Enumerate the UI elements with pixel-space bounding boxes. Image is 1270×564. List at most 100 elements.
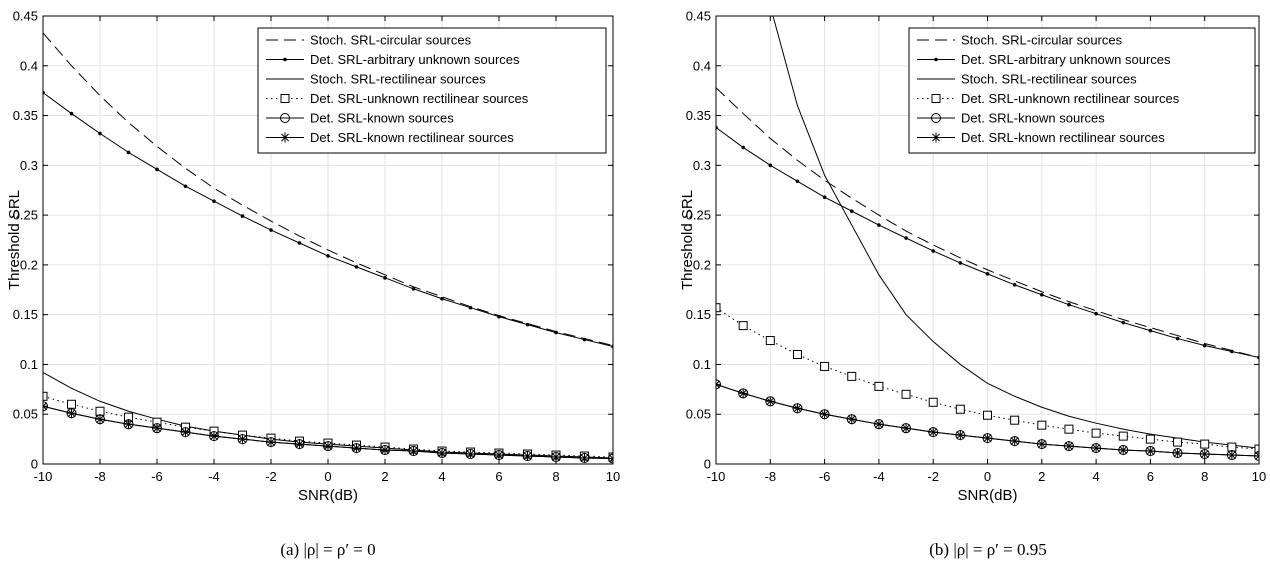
- data-point: [982, 433, 993, 444]
- data-point: [1202, 343, 1207, 348]
- legend-label: Det. SRL-known rectilinear sources: [310, 130, 514, 145]
- data-point: [1063, 441, 1074, 452]
- x-tick-label: 10: [606, 469, 620, 484]
- data-point: [240, 214, 245, 218]
- data-point: [554, 330, 558, 335]
- data-point: [98, 131, 102, 136]
- data-point: [237, 434, 248, 445]
- x-tick-label: 6: [495, 469, 502, 484]
- data-point: [1091, 443, 1102, 454]
- data-point: [795, 179, 800, 184]
- x-axis-label: SNR(dB): [298, 487, 358, 504]
- x-tick-label: 8: [1201, 469, 1208, 484]
- data-point: [582, 337, 587, 342]
- star-stroke: [956, 431, 965, 440]
- data-point: [126, 150, 131, 155]
- legend-swatch-marker: [931, 132, 941, 143]
- star-stroke: [352, 444, 361, 453]
- star-stroke: [238, 435, 247, 444]
- data-point: [437, 448, 447, 459]
- data-point: [1091, 428, 1101, 438]
- data-point: [928, 397, 938, 407]
- chart-panel-a: -10 -8 -6 -4 -2 0 2 4 6 8 10 0 0.05 0.1 0.15 0.2 0.25 0.3…: [6, 9, 620, 560]
- data-point: [297, 241, 302, 245]
- data-point: [1064, 424, 1074, 434]
- data-point: [209, 431, 219, 442]
- star-stroke: [1010, 437, 1019, 446]
- legend-swatch-marker: [280, 113, 290, 123]
- y-tick-label: 0: [31, 457, 38, 472]
- data-point: [43, 401, 48, 412]
- x-tick-label: 10: [1252, 469, 1266, 484]
- legend-swatch-marker: [280, 132, 290, 143]
- data-point: [792, 349, 802, 359]
- x-tick-label: 2: [1038, 469, 1045, 484]
- legend-box: [257, 27, 607, 154]
- data-point: [155, 167, 159, 172]
- data-point: [768, 163, 773, 168]
- data-point: [579, 453, 590, 464]
- data-point: [877, 223, 881, 227]
- series-line: [716, 87, 1259, 358]
- data-point: [69, 111, 74, 116]
- data-point: [765, 336, 775, 346]
- y-tick-label: 0.15: [13, 307, 38, 322]
- star-stroke: [124, 420, 133, 429]
- data-point: [440, 296, 444, 301]
- y-tick-label: 0.05: [686, 407, 711, 422]
- data-point: [551, 452, 561, 463]
- y-tick-label: 0.05: [13, 407, 38, 422]
- x-tick-label: -8: [765, 469, 777, 484]
- figure-caption: (a) |ρ| = ρ′ = 0: [280, 540, 375, 559]
- data-point: [819, 409, 830, 420]
- data-point: [1200, 439, 1210, 449]
- star-stroke: [847, 415, 856, 424]
- y-tick-label: 0.15: [686, 307, 711, 322]
- data-point: [95, 414, 105, 425]
- y-tick-label: 0.45: [686, 9, 711, 24]
- x-tick-label: -6: [151, 469, 163, 484]
- data-point: [294, 439, 305, 450]
- data-point: [269, 228, 273, 232]
- star-stroke: [153, 424, 161, 433]
- legend-label: Det. SRL-arbitrary unknown sources: [310, 52, 520, 67]
- data-point: [67, 399, 76, 409]
- data-point: [1010, 415, 1020, 425]
- series-line: [43, 32, 613, 347]
- data-point: [1036, 439, 1047, 450]
- data-point: [1037, 420, 1047, 430]
- data-point: [1148, 328, 1153, 333]
- x-tick-label: 8: [552, 469, 559, 484]
- star-stroke: [1255, 452, 1259, 457]
- data-point: [1226, 450, 1237, 461]
- star-stroke: [929, 428, 938, 437]
- y-tick-label: 0.3: [693, 158, 711, 173]
- star-stroke: [793, 404, 802, 413]
- legend: Stoch. SRL-circular sources Det. SRL-arbi…: [908, 27, 1256, 154]
- y-axis-label: Threshold SRL: [679, 190, 696, 290]
- y-tick-label: 0.4: [20, 58, 38, 73]
- data-point: [983, 410, 992, 420]
- data-point: [468, 305, 473, 310]
- data-point: [497, 314, 501, 319]
- data-point: [1145, 446, 1156, 457]
- star-stroke: [766, 397, 775, 406]
- data-point: [738, 321, 748, 331]
- data-point: [266, 437, 276, 448]
- star-stroke: [523, 452, 532, 460]
- star-stroke: [1037, 440, 1046, 449]
- x-tick-label: 4: [1092, 469, 1099, 484]
- data-point: [820, 361, 830, 371]
- data-point: [1173, 437, 1183, 447]
- x-tick-label: -4: [208, 469, 220, 484]
- star-stroke: [381, 446, 389, 455]
- data-point: [822, 195, 827, 199]
- star-stroke: [552, 453, 560, 461]
- data-point: [408, 446, 419, 457]
- data-point: [180, 427, 191, 438]
- data-point: [1118, 431, 1128, 441]
- star-stroke: [609, 454, 613, 460]
- data-point: [608, 453, 613, 464]
- data-point: [95, 406, 105, 416]
- data-point: [901, 423, 912, 434]
